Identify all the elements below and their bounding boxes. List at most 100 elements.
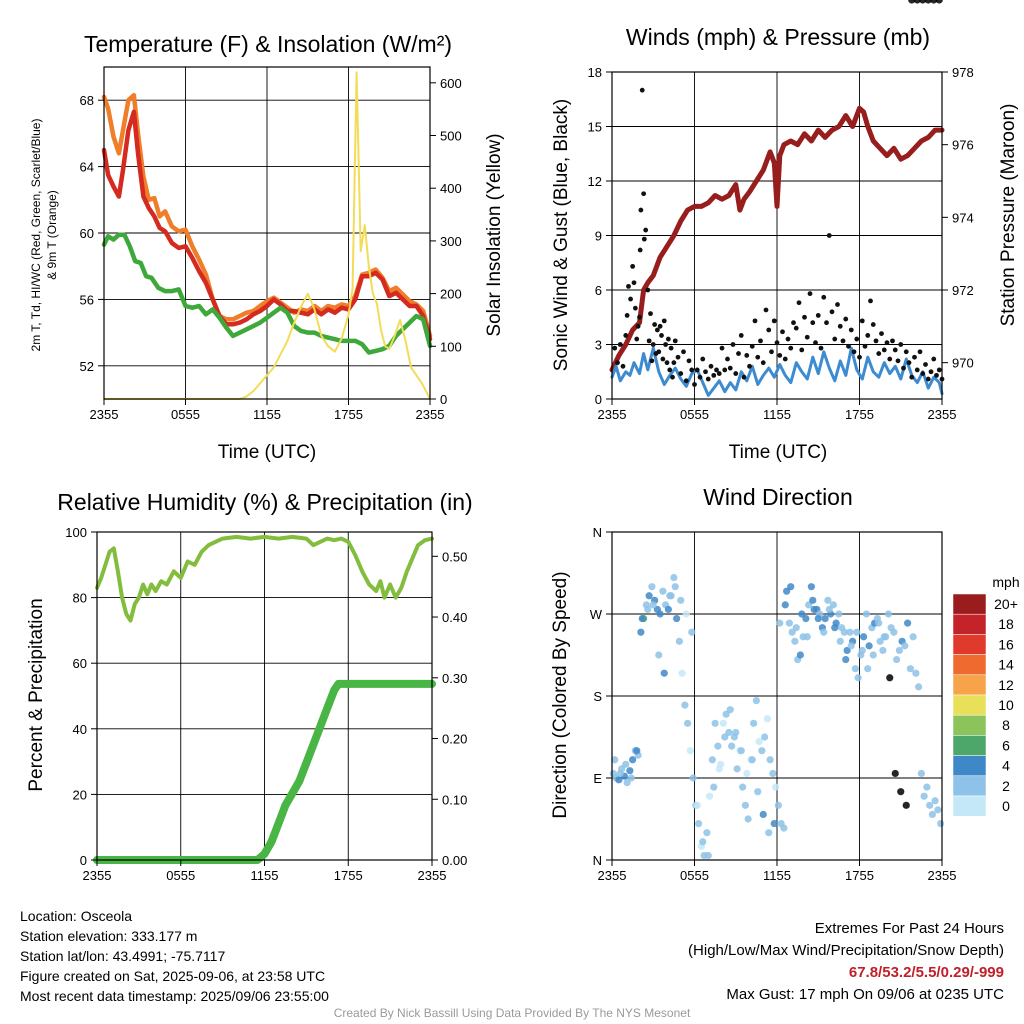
gust-point <box>645 287 651 293</box>
direction-point <box>615 776 623 784</box>
direction-point <box>843 646 851 655</box>
gust-point <box>663 342 669 347</box>
wind-ytick-label: 18 <box>588 65 602 80</box>
wind-right-axis-label: Station Pressure (Maroon) <box>998 104 1019 327</box>
dir-xtick-label: 2355 <box>598 868 627 883</box>
direction-point <box>780 824 788 832</box>
dir-xtick-label: 1155 <box>763 868 791 883</box>
gust-point <box>727 365 733 371</box>
direction-point <box>829 601 837 609</box>
temp-xtick-label: 0555 <box>171 407 200 422</box>
gust-point <box>632 305 638 311</box>
direction-point <box>737 747 745 755</box>
temp-ytick-right-label: 600 <box>440 76 462 91</box>
gust-point <box>826 233 832 238</box>
temp-series-solar <box>103 71 431 400</box>
direction-point <box>937 819 945 828</box>
wind-ytick-right-label: 974 <box>952 210 974 225</box>
wind-xtick-label: 2355 <box>928 407 957 422</box>
direction-point <box>728 742 736 750</box>
direction-point <box>835 610 843 618</box>
direction-point <box>803 633 811 641</box>
rh-ytick-label: 60 <box>73 656 87 671</box>
gust-point <box>617 342 623 347</box>
extremes-box: Extremes For Past 24 Hours (High/Low/Max… <box>688 918 1004 1006</box>
gust-point <box>620 363 626 369</box>
gust-point <box>719 345 725 351</box>
direction-point <box>774 801 782 809</box>
gust-point <box>903 349 909 355</box>
dir-ytick-label: E <box>593 771 602 786</box>
temp-xtick-label: 2355 <box>90 407 119 422</box>
direction-point <box>865 642 873 650</box>
direction-point <box>781 601 789 609</box>
rh-ytick-label: 100 <box>65 525 87 540</box>
direction-point <box>739 783 747 791</box>
gust-point <box>705 376 711 382</box>
direction-point <box>715 765 723 773</box>
direction-point <box>725 728 733 737</box>
gust-point <box>785 336 791 342</box>
gust-point <box>879 331 884 336</box>
gust-point <box>722 367 728 373</box>
gust-point <box>876 351 882 356</box>
direction-point <box>891 769 899 778</box>
direction-point <box>752 696 760 705</box>
rh-xtick-label: 0555 <box>166 868 195 883</box>
direction-point <box>682 610 690 618</box>
direction-point <box>741 801 749 809</box>
direction-point <box>755 737 763 746</box>
direction-point <box>722 710 730 718</box>
gust-point <box>643 227 649 233</box>
extremes-values: 67.8/53.2/5.5/0.29/-999 <box>848 964 1004 981</box>
temp-ytick-label: 56 <box>80 292 94 307</box>
gust-point <box>624 313 630 318</box>
direction-point <box>678 669 686 677</box>
direction-point <box>879 646 887 655</box>
gust-point <box>857 354 862 360</box>
figure-created: Figure created on Sat, 2025-09-06, at 23… <box>20 968 326 984</box>
direction-point <box>919 0 927 4</box>
direction-point <box>836 637 844 645</box>
station-latlon: Station lat/lon: 43.4991; -75.7117 <box>20 948 226 964</box>
gust-point <box>639 87 645 93</box>
gust-point <box>824 320 829 326</box>
direction-point <box>649 601 657 609</box>
direction-point <box>611 756 619 764</box>
direction-point <box>935 0 943 4</box>
direction-point <box>688 628 696 636</box>
temp-ytick-right-label: 300 <box>440 234 462 249</box>
direction-point <box>902 801 910 809</box>
temp-right-axis-label: Solar Insolation (Yellow) <box>484 133 505 336</box>
rh-ytick-right-label: 0.00 <box>442 853 467 868</box>
rh-series-rh <box>95 534 434 623</box>
direction-point <box>798 610 806 618</box>
wind-series-pressure <box>609 105 945 373</box>
direction-point <box>854 674 862 682</box>
gust-point <box>681 349 686 355</box>
direction-point <box>759 810 767 819</box>
gust-point <box>744 353 750 358</box>
rh-xtick-label: 2355 <box>83 868 112 883</box>
direction-point <box>897 788 905 796</box>
colorbar-label: 8 <box>1002 717 1010 733</box>
direction-point <box>923 783 931 791</box>
dir-ytick-label: N <box>593 525 602 540</box>
direction-point <box>908 0 916 4</box>
direction-point <box>788 628 796 636</box>
direction-point <box>802 614 810 623</box>
gust-point <box>668 345 674 351</box>
wind-x-axis-label: Time (UTC) <box>729 442 828 463</box>
gust-point <box>733 371 739 376</box>
gust-point <box>815 313 821 318</box>
temp-ytick-right-label: 400 <box>440 181 462 196</box>
direction-point <box>719 719 727 727</box>
direction-point <box>886 674 894 682</box>
gust-point <box>612 345 618 351</box>
direction-point <box>776 619 784 627</box>
direction-point <box>704 851 712 860</box>
colorbar-swatch <box>952 775 987 797</box>
gust-point <box>700 356 706 362</box>
colorbar-label: 14 <box>998 657 1014 673</box>
gust-point <box>802 314 807 320</box>
